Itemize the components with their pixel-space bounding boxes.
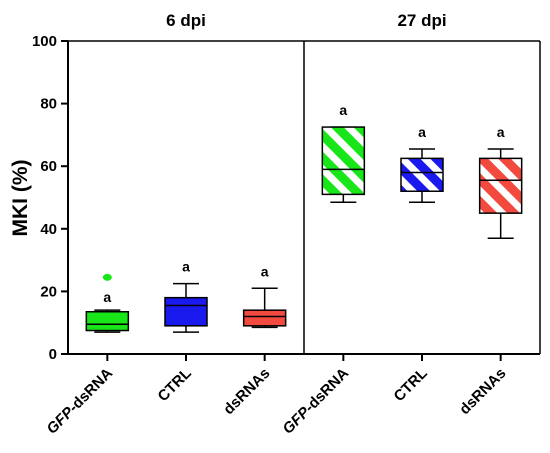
x-tick-label-ctrl: CTRL [391,365,431,405]
x-tick-label-ctrl: CTRL [155,365,195,405]
box-ctrl: a CTRL [391,124,444,405]
y-tick-label: 40 [40,221,57,238]
y-axis-label: MKI (%) [9,160,32,237]
significance-letter: a [418,124,426,140]
significance-letter: a [103,289,111,305]
x-tick-label-dsrnas: dsRNAs [456,365,509,418]
y-axis: 0 20 40 60 80 100 [32,33,68,363]
iqr-box [400,157,444,192]
box-dsrnas: a dsRNAs [220,263,287,418]
y-tick-label: 0 [49,346,57,363]
iqr-box [242,309,287,327]
panel-title: 6 dpi [166,11,206,30]
box-gfp-dsrna: a GFP-dsRNA [279,102,366,438]
panel-6-dpi: 6 dpi a GFP-dsRNA a CTRL a dsRNAs [43,11,287,438]
y-tick-label: 80 [40,96,57,113]
y-tick-label: 100 [32,33,57,50]
box-ctrl: a CTRL [155,259,208,405]
y-tick-label: 60 [40,158,57,175]
significance-letter: a [497,124,505,140]
significance-letter: a [261,263,269,279]
x-tick-label-gfp-dsrna: GFP-dsRNA [279,365,352,438]
panel-title: 27 dpi [397,11,446,30]
iqr-box [321,126,366,196]
iqr-box [85,310,130,332]
iqr-box [478,157,523,214]
y-tick-label: 20 [40,283,57,300]
iqr-box [164,296,208,327]
box-dsrnas: a dsRNAs [456,124,523,418]
x-tick-label-dsrnas: dsRNAs [220,365,273,418]
plot-frame [67,40,541,355]
panel-27-dpi: 27 dpi a GFP-dsRNA a CTRL a dsRNAs [279,11,523,438]
outlier-point [102,273,112,281]
panels: 6 dpi a GFP-dsRNA a CTRL a dsRNAs 27 dpi a GFP-ds… [43,11,523,438]
significance-letter: a [339,102,347,118]
x-tick-label-gfp-dsrna: GFP-dsRNA [43,365,116,438]
significance-letter: a [182,259,190,275]
